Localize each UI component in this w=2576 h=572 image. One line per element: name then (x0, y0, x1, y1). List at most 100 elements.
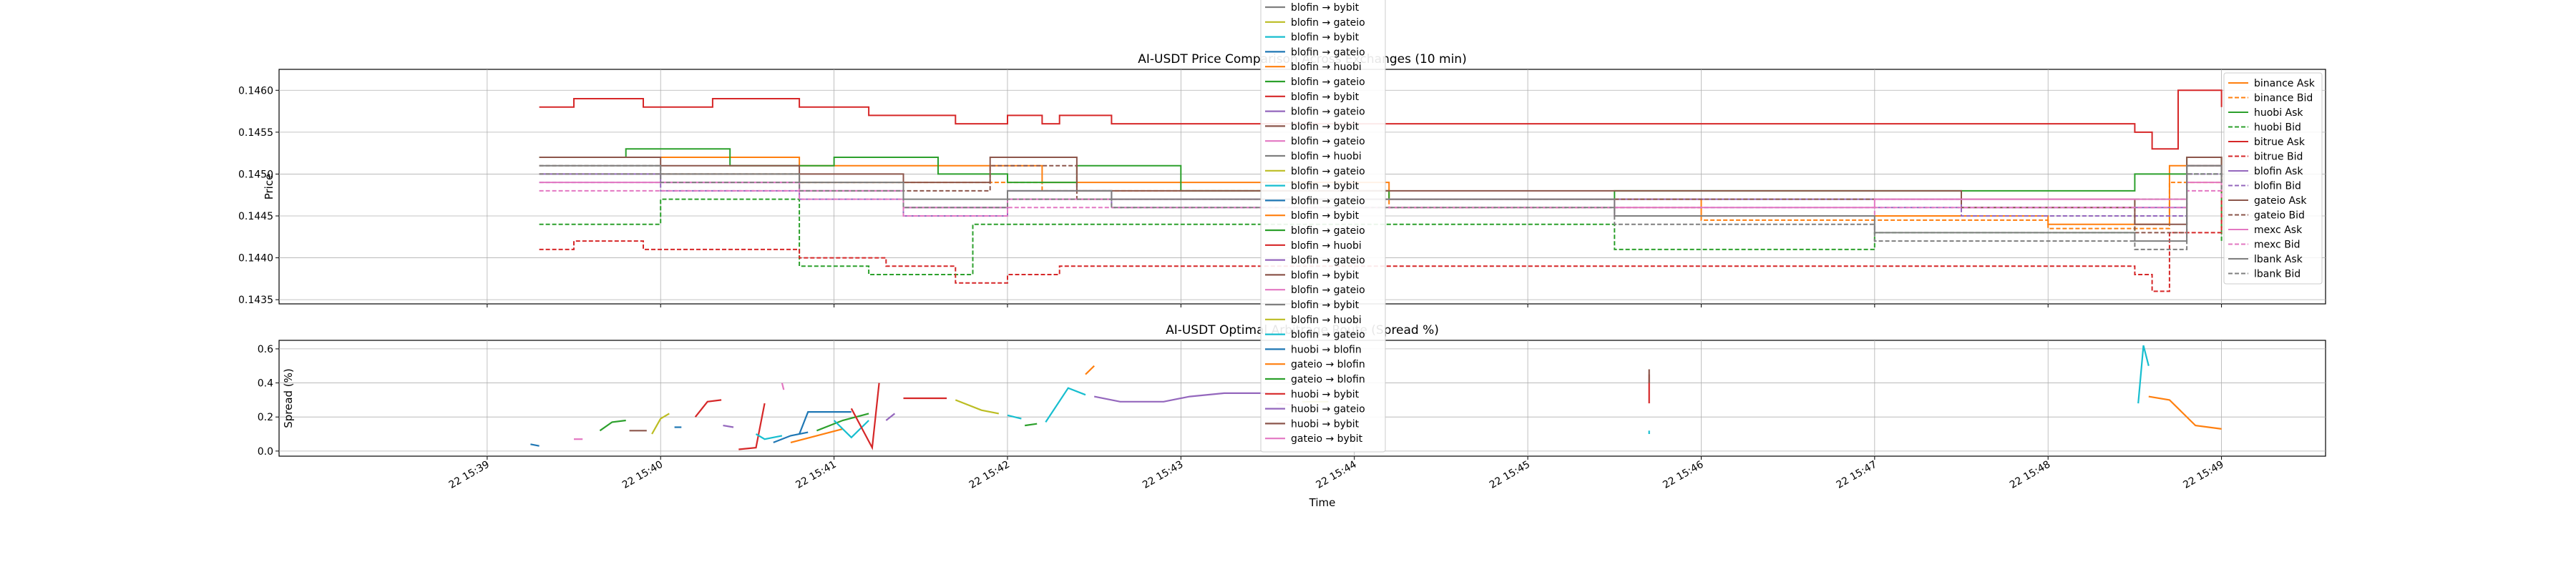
spread-y-tick-label: 0.2 (258, 412, 273, 423)
price-series-line (539, 190, 2223, 292)
route-legend: blofin → bybit blofin → gateio blofin → by… (1260, 0, 1386, 453)
route-legend-label: blofin → gateio (1291, 330, 1365, 341)
price-legend-label: lbank Ask (2254, 254, 2303, 265)
spread-y-tick-label: 0.0 (258, 446, 273, 458)
spread-y-tick-label: 0.4 (258, 378, 273, 390)
price-legend-label: binance Ask (2254, 78, 2316, 89)
spread-segment (738, 403, 766, 450)
route-legend-label: blofin → gateio (1291, 136, 1365, 147)
route-legend-label: blofin → bybit (1291, 121, 1360, 132)
price-series-line (539, 164, 2223, 242)
spread-x-tick-label: 22 15:46 (1661, 459, 1705, 491)
route-legend-label: gateio → blofin (1291, 359, 1365, 370)
spread-segment (2148, 395, 2222, 430)
x-axis-label: Time (1309, 496, 1336, 509)
route-legend-label: gateio → bybit (1291, 433, 1363, 445)
route-legend-label: huobi → bybit (1291, 418, 1360, 430)
spread-segment (850, 383, 880, 450)
spread-segment (530, 443, 540, 447)
spread-segment (773, 431, 809, 443)
spread-x-tick-label: 22 15:45 (1488, 459, 1532, 491)
spread-segment (599, 419, 626, 432)
spread-segment (833, 420, 869, 439)
spread-segment (694, 399, 722, 418)
spread-x-tick-label: 22 15:42 (967, 459, 1012, 491)
price-y-tick-label: 0.1445 (238, 211, 273, 222)
price-series-line (539, 173, 2223, 250)
route-legend-label: huobi → bybit (1291, 389, 1360, 400)
price-series-line (539, 157, 2223, 225)
price-legend-label: blofin Ask (2254, 166, 2303, 177)
route-legend-label: huobi → blofin (1291, 344, 1362, 355)
route-legend-label: blofin → bybit (1291, 210, 1360, 222)
spread-segment (1085, 365, 1095, 375)
price-y-tick-label: 0.1460 (238, 85, 273, 97)
price-legend-label: gateio Bid (2254, 210, 2305, 222)
price-y-axis-label: Price (263, 174, 275, 200)
price-legend-label: lbank Bid (2254, 269, 2301, 280)
route-legend-label: blofin → gateio (1291, 166, 1365, 177)
spread-segment (651, 413, 670, 435)
route-legend-label: huobi → gateio (1291, 404, 1365, 415)
price-legend: binance Ask binance Bid huobi Ask huobi Bid… (2223, 72, 2323, 285)
route-legend-label: blofin → huobi (1291, 240, 1362, 252)
spread-segment (955, 399, 1000, 415)
spread-x-tick-label: 22 15:40 (620, 459, 665, 491)
route-legend-label: blofin → gateio (1291, 107, 1365, 118)
route-legend-label: blofin → huobi (1291, 315, 1362, 326)
route-legend-label: blofin → gateio (1291, 255, 1365, 267)
price-legend-label: bitrue Ask (2254, 137, 2306, 148)
spread-segment (1093, 392, 1268, 403)
price-legend-label: gateio Ask (2254, 195, 2307, 207)
price-y-tick-label: 0.1450 (238, 169, 273, 180)
route-legend-label: blofin → bybit (1291, 32, 1360, 44)
route-legend-label: gateio → blofin (1291, 374, 1365, 385)
price-legend-box (2223, 72, 2323, 285)
route-legend-label: blofin → bybit (1291, 2, 1360, 14)
route-legend-label: blofin → gateio (1291, 195, 1365, 207)
spread-segment (723, 425, 734, 428)
route-legend-label: blofin → bybit (1291, 300, 1360, 311)
price-legend-label: mexc Ask (2254, 225, 2303, 236)
spread-segment (1007, 414, 1022, 420)
route-legend-label: blofin → bybit (1291, 181, 1360, 192)
spread-x-tick-label: 22 15:41 (794, 459, 838, 491)
route-legend-label: blofin → gateio (1291, 285, 1365, 296)
spread-y-axis-label: Spread (%) (282, 368, 295, 428)
spread-segment (1045, 387, 1086, 423)
spread-x-tick-label: 22 15:48 (2008, 459, 2052, 491)
route-legend-label: blofin → huobi (1291, 151, 1362, 162)
spread-x-tick-label: 22 15:39 (447, 459, 492, 491)
route-legend-label: blofin → huobi (1291, 61, 1362, 73)
spread-x-tick-label: 22 15:44 (1314, 459, 1358, 491)
spread-y-ticks: 0.0 0.2 0.4 0.6 (258, 344, 279, 458)
spread-segment (790, 428, 843, 443)
price-legend-label: binance Bid (2254, 93, 2313, 104)
spread-segment (799, 410, 852, 435)
spread-y-tick-label: 0.6 (258, 344, 273, 355)
spread-x-tick-label: 22 15:49 (2181, 459, 2225, 491)
spread-x-tick-label: 22 15:43 (1141, 459, 1185, 491)
price-legend-label: bitrue Bid (2254, 152, 2303, 163)
price-series-line (539, 89, 2223, 150)
route-legend-label: blofin → gateio (1291, 46, 1365, 58)
route-legend-label: blofin → bybit (1291, 270, 1360, 281)
spread-segment (885, 413, 896, 421)
spread-segment (816, 413, 869, 432)
spread-segment (755, 433, 783, 440)
route-legend-label: blofin → gateio (1291, 77, 1365, 88)
price-y-tick-label: 0.1455 (238, 127, 273, 139)
price-y-tick-label: 0.1435 (238, 295, 273, 306)
spread-segment (781, 383, 785, 390)
spread-x-tick-label: 22 15:47 (1835, 459, 1879, 491)
price-legend-label: huobi Ask (2254, 107, 2303, 119)
price-y-ticks: 0.1435 0.1440 0.1445 0.1450 0.1455 0.1460 (238, 85, 279, 306)
price-legend-label: blofin Bid (2254, 181, 2301, 192)
route-legend-label: blofin → bybit (1291, 92, 1360, 103)
spread-segment (1025, 423, 1038, 427)
route-legend-label: blofin → gateio (1291, 225, 1365, 237)
spread-x-ticks: 22 15:39 22 15:40 22 15:41 22 15:42 22 15:43… (447, 456, 2226, 491)
price-legend-label: mexc Bid (2254, 240, 2301, 251)
price-y-tick-label: 0.1440 (238, 253, 273, 265)
